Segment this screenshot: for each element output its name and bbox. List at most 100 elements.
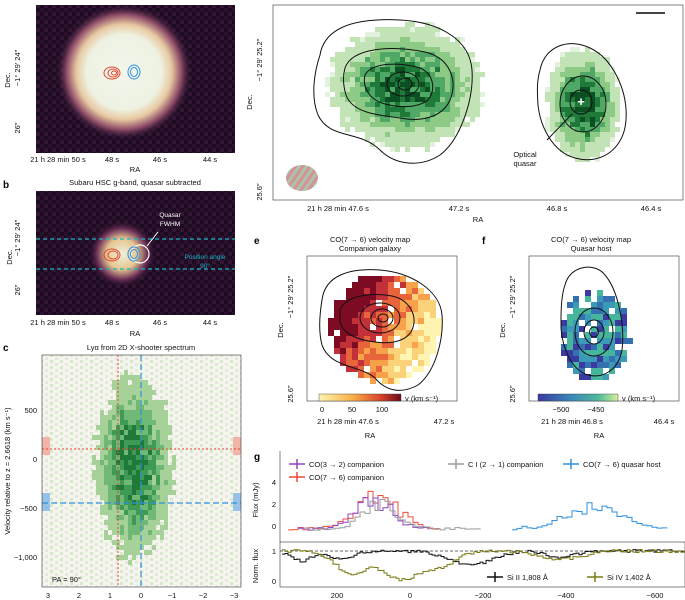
spectrum-pixel — [140, 525, 144, 530]
map-pixel — [360, 57, 365, 62]
spectrum-pixel — [104, 450, 108, 455]
spectrum-pixel — [148, 415, 152, 420]
velocity-pixel — [340, 360, 346, 366]
velocity-pixel — [400, 318, 406, 324]
map-pixel — [415, 27, 420, 32]
velocity-pixel — [627, 338, 633, 344]
map-pixel — [435, 132, 440, 137]
map-pixel — [610, 127, 615, 132]
velocity-pixel — [585, 344, 591, 350]
spectrum-pixel — [104, 430, 108, 435]
si-iv-trace — [282, 549, 685, 582]
spectrum-pixel — [140, 470, 144, 475]
velocity-pixel — [418, 318, 424, 324]
map-pixel — [435, 77, 440, 82]
map-pixel — [395, 107, 400, 112]
map-pixel — [560, 92, 565, 97]
map-pixel — [390, 37, 395, 42]
map-pixel — [440, 92, 445, 97]
map-pixel — [410, 42, 415, 47]
spectrum-pixel — [132, 445, 136, 450]
velocity-pixel — [394, 306, 400, 312]
panel-e-contour-4 — [370, 308, 394, 328]
velocity-pixel — [430, 330, 436, 336]
map-pixel — [395, 117, 400, 122]
panel-e-contour-3 — [359, 302, 401, 334]
panel-c-y-label: Velocity relative to z = 2.6618 (km s⁻¹) — [3, 407, 12, 535]
spectrum-pixel — [132, 530, 136, 535]
map-pixel — [425, 132, 430, 137]
map-pixel — [410, 77, 415, 82]
map-pixel — [360, 117, 365, 122]
map-pixel — [415, 42, 420, 47]
spectrum-pixel — [168, 430, 172, 435]
velocity-pixel — [561, 326, 567, 332]
map-pixel — [405, 132, 410, 137]
spectrum-pixel — [120, 430, 124, 435]
map-pixel — [385, 137, 390, 142]
panel-c-y-tick-1: 0 — [33, 455, 37, 464]
map-pixel — [385, 47, 390, 52]
spectrum-pixel — [144, 515, 148, 520]
map-pixel — [600, 62, 605, 67]
velocity-pixel — [591, 368, 597, 374]
map-pixel — [560, 142, 565, 147]
map-pixel — [355, 102, 360, 107]
velocity-pixel — [370, 276, 376, 282]
map-pixel — [585, 102, 590, 107]
spectrum-pixel — [96, 485, 100, 490]
map-pixel — [570, 97, 575, 102]
map-pixel — [380, 92, 385, 97]
spectrum-pixel — [148, 505, 152, 510]
spectrum-pixel — [124, 460, 128, 465]
spectrum-pixel — [116, 460, 120, 465]
spectrum-pixel — [144, 530, 148, 535]
panel-a-x-tick-0: 21 h 28 min 50 s — [30, 155, 86, 164]
map-pixel — [445, 62, 450, 67]
map-pixel — [545, 117, 550, 122]
spectrum-pixel — [144, 540, 148, 545]
map-pixel — [380, 62, 385, 67]
spectrum-pixel — [100, 510, 104, 515]
map-pixel — [420, 102, 425, 107]
panel-c-x-tick-4: −1 — [168, 591, 177, 600]
spectrum-pixel — [112, 455, 116, 460]
spectrum-pixel — [128, 415, 132, 420]
spectrum-pixel — [100, 490, 104, 495]
map-pixel — [590, 57, 595, 62]
map-pixel — [610, 67, 615, 72]
spectrum-pixel — [132, 465, 136, 470]
map-pixel — [345, 52, 350, 57]
spectrum-pixel — [148, 420, 152, 425]
map-pixel — [435, 37, 440, 42]
map-pixel — [575, 82, 580, 87]
map-pixel — [475, 92, 480, 97]
map-pixel — [400, 82, 405, 87]
spectrum-pixel — [104, 440, 108, 445]
spectrum-pixel — [112, 450, 116, 455]
velocity-pixel — [591, 314, 597, 320]
map-pixel — [475, 102, 480, 107]
map-pixel — [415, 72, 420, 77]
map-pixel — [580, 72, 585, 77]
velocity-pixel — [376, 282, 382, 288]
spectrum-pixel — [120, 515, 124, 520]
spectrum-pixel — [132, 510, 136, 515]
velocity-pixel — [567, 338, 573, 344]
velocity-pixel — [567, 362, 573, 368]
map-pixel — [460, 87, 465, 92]
spectrum-pixel — [116, 480, 120, 485]
spectrum-pixel — [100, 450, 104, 455]
map-pixel — [385, 97, 390, 102]
map-pixel — [455, 72, 460, 77]
velocity-pixel — [412, 318, 418, 324]
spectrum-pixel — [148, 480, 152, 485]
map-pixel — [570, 87, 575, 92]
spectrum-pixel — [132, 490, 136, 495]
spectrum-pixel — [136, 525, 140, 530]
spectrum-pixel — [136, 380, 140, 385]
velocity-pixel — [567, 314, 573, 320]
spectrum-pixel — [96, 460, 100, 465]
map-pixel — [555, 77, 560, 82]
velocity-pixel — [436, 318, 442, 324]
